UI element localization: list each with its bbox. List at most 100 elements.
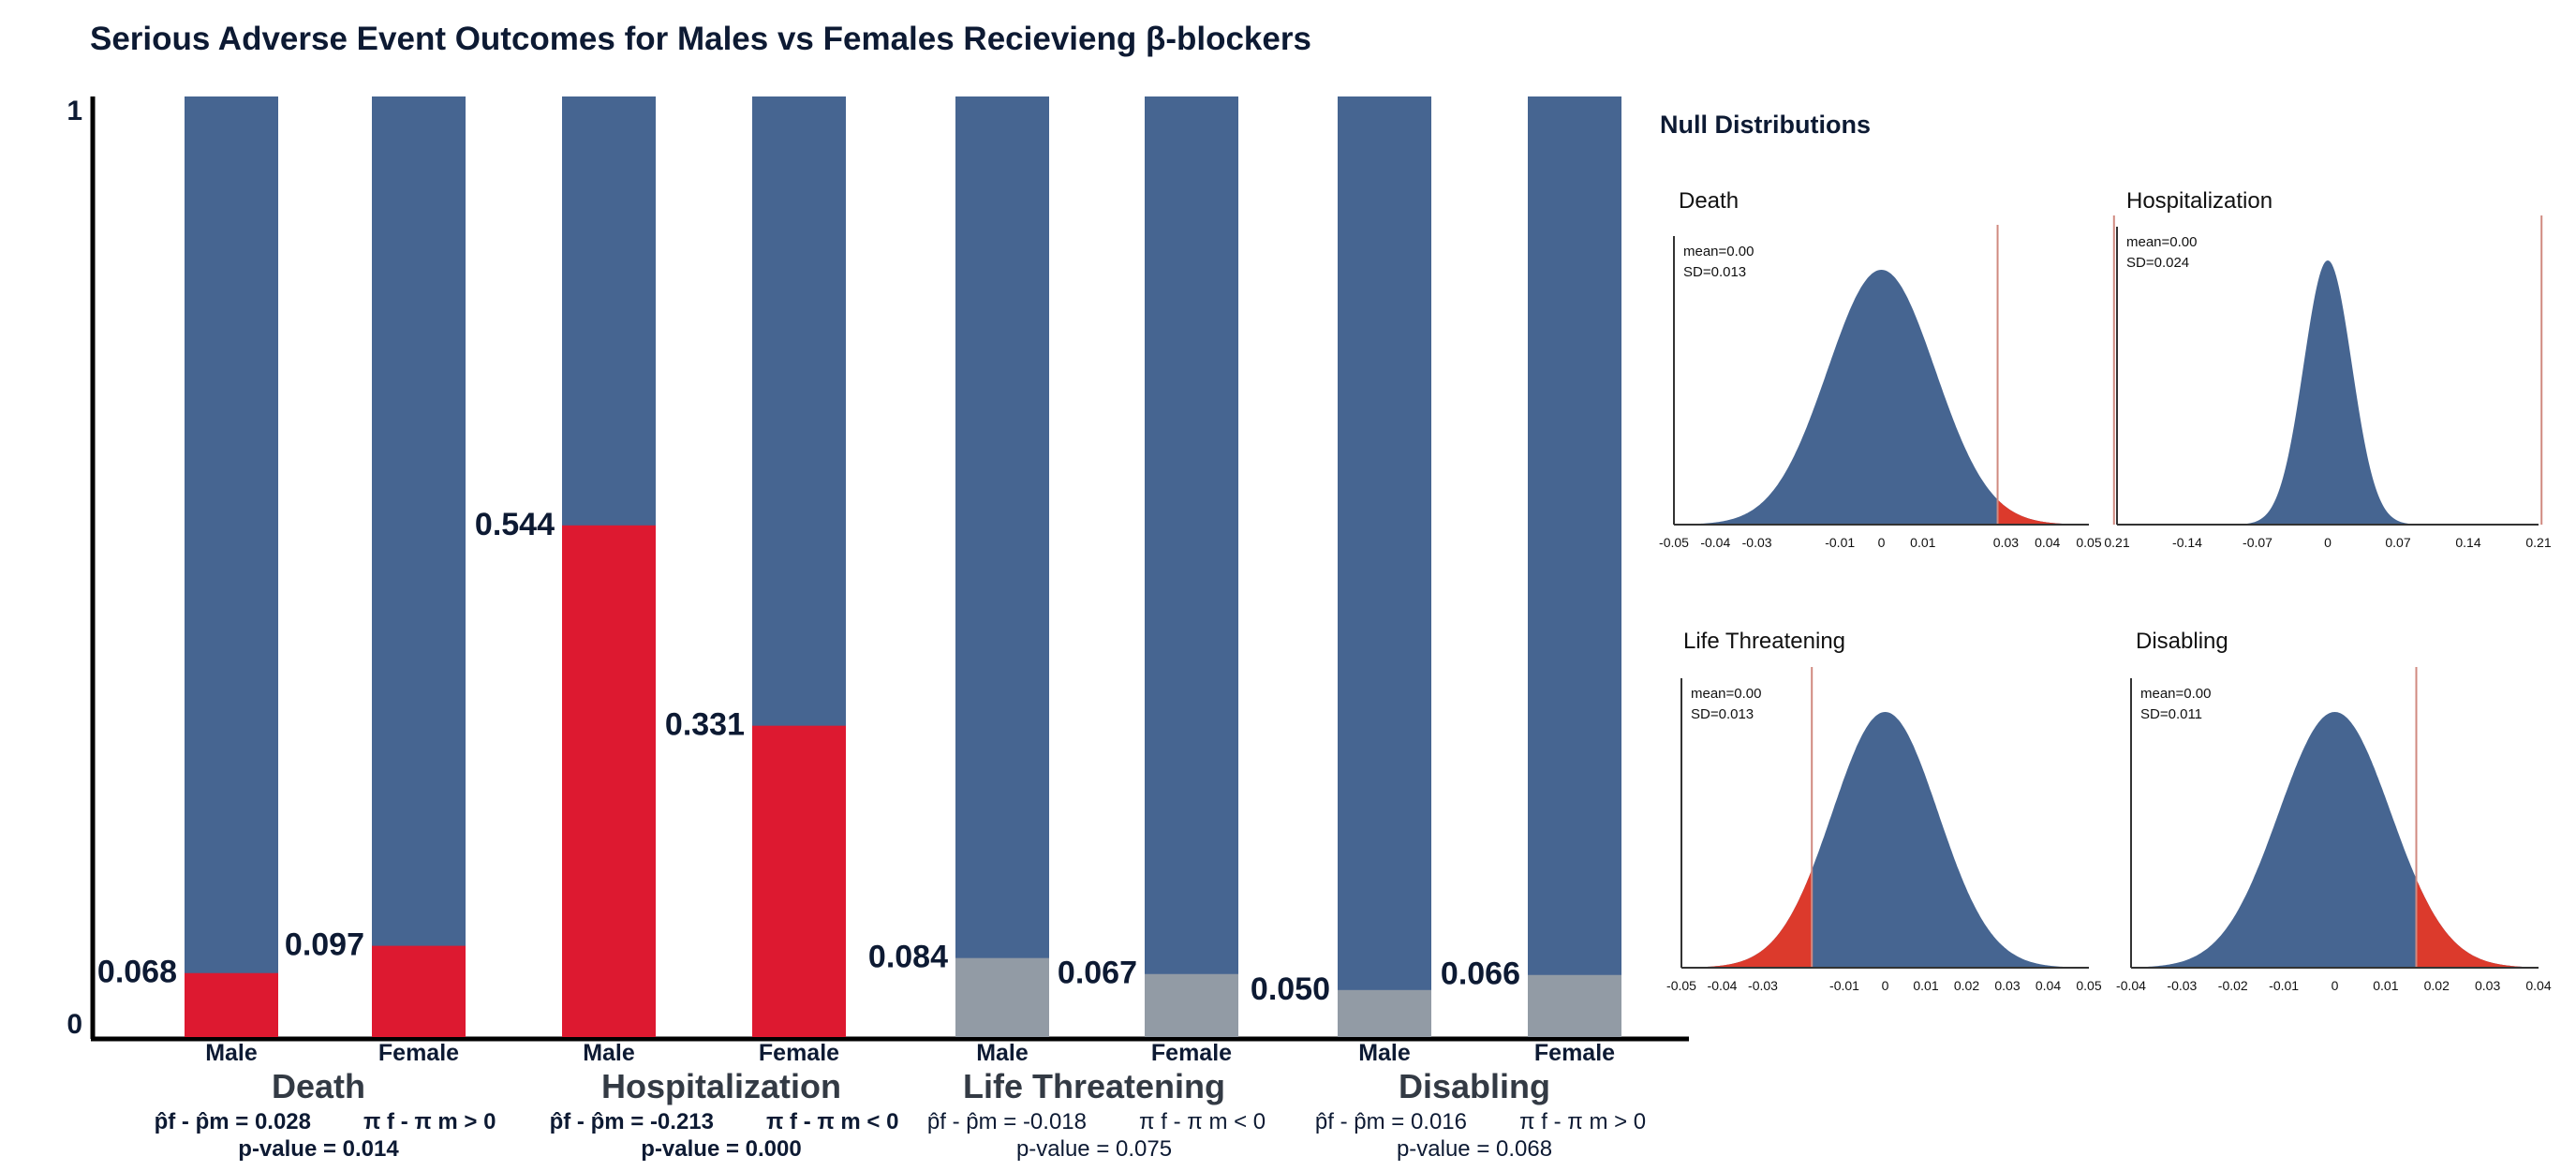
bar-disabling-female <box>1528 974 1621 1037</box>
bar-death-female <box>372 945 466 1037</box>
null-x-tick-label: -0.01 <box>1825 535 1855 550</box>
null-panel-title: Death <box>1679 188 1739 214</box>
bar-hospitalization-female <box>752 725 846 1037</box>
stat-difference: p̂f - p̂m = 0.016 <box>1315 1109 1467 1134</box>
null-x-tick-label: 0.04 <box>2036 978 2061 993</box>
null-sd-label: SD=0.013 <box>1683 264 1746 280</box>
hypothesis-label: π f - π m < 0 <box>1139 1109 1266 1134</box>
null-distribution-curve <box>1674 270 2089 525</box>
bar-background <box>955 96 1049 1037</box>
null-distribution-curve <box>2131 712 2539 968</box>
bar-life-threatening-male <box>955 957 1049 1037</box>
bar-life-threatening-female <box>1145 973 1238 1037</box>
null-x-tick-label: 0.01 <box>1910 535 1935 550</box>
null-panel-title: Life Threatening <box>1683 629 1845 654</box>
null-x-tick-label: 0.21 <box>2104 535 2129 550</box>
null-x-tick-label: -0.03 <box>1748 978 1778 993</box>
bar-value-label: 0.544 <box>475 507 555 542</box>
null-mean-label: mean=0.00 <box>1683 244 1754 259</box>
null-x-tick-label: -0.01 <box>2269 978 2299 993</box>
null-x-tick-label: 0.05 <box>2076 535 2101 550</box>
null-mean-label: mean=0.00 <box>2140 686 2211 702</box>
p-value-label: p-value = 0.000 <box>641 1136 801 1162</box>
null-sd-label: SD=0.024 <box>2126 255 2189 271</box>
null-distributions-title: Null Distributions <box>1660 111 1871 139</box>
bar-death-male <box>185 972 278 1037</box>
hypothesis-label: π f - π m > 0 <box>1519 1109 1646 1134</box>
null-x-tick-label: -0.14 <box>2172 535 2202 550</box>
null-x-tick-label: 0.04 <box>2525 978 2551 993</box>
null-x-tick-label: 0.14 <box>2455 535 2480 550</box>
null-x-tick-label: 0 <box>2332 978 2339 993</box>
null-x-tick-label: 0.01 <box>1913 978 1938 993</box>
bar-value-label: 0.066 <box>1441 956 1520 992</box>
hypothesis-label: π f - π m < 0 <box>766 1109 898 1134</box>
x-category-label: Female <box>1534 1040 1615 1066</box>
null-x-tick-label: -0.04 <box>2116 978 2146 993</box>
x-category-label: Male <box>583 1040 635 1066</box>
bar-value-label: 0.068 <box>97 955 177 990</box>
x-category-label: Female <box>378 1040 459 1066</box>
null-mean-label: mean=0.00 <box>2126 234 2197 250</box>
bar-value-label: 0.331 <box>665 707 745 743</box>
null-x-tick-label: 0.02 <box>1954 978 1979 993</box>
null-tail-region <box>2416 879 2539 968</box>
group-label: Death <box>272 1067 365 1105</box>
y-tick-label: 1 <box>67 96 82 126</box>
bar-background <box>1528 96 1621 1037</box>
null-x-tick-label: 0 <box>1882 978 1889 993</box>
null-distribution-curve <box>1681 712 2089 968</box>
x-category-label: Female <box>759 1040 839 1066</box>
null-x-tick-label: -0.04 <box>1708 978 1738 993</box>
group-label: Hospitalization <box>601 1067 841 1105</box>
null-panel-title: Hospitalization <box>2126 188 2273 214</box>
stat-difference: p̂f - p̂m = -0.018 <box>927 1109 1087 1134</box>
null-x-tick-label: -0.07 <box>2243 535 2273 550</box>
p-value-label: p-value = 0.014 <box>238 1136 399 1162</box>
bar-background <box>372 96 466 1037</box>
bar-background <box>1145 96 1238 1037</box>
null-x-tick-label: 0.01 <box>2373 978 2398 993</box>
null-x-tick-label: 0.21 <box>2525 535 2551 550</box>
x-category-label: Female <box>1151 1040 1232 1066</box>
null-panel-title: Disabling <box>2136 629 2228 654</box>
bar-value-label: 0.097 <box>285 927 364 963</box>
null-x-tick-label: 0.07 <box>2385 535 2410 550</box>
stat-difference: p̂f - p̂m = 0.028 <box>155 1109 311 1134</box>
null-mean-label: mean=0.00 <box>1691 686 1761 702</box>
bar-value-label: 0.084 <box>868 940 948 975</box>
null-x-tick-label: 0.04 <box>2035 535 2060 550</box>
p-value-label: p-value = 0.075 <box>1016 1136 1172 1162</box>
null-sd-label: SD=0.011 <box>2140 706 2202 722</box>
null-x-tick-label: 0 <box>1878 535 1886 550</box>
group-label: Disabling <box>1399 1067 1550 1105</box>
bar-value-label: 0.050 <box>1251 971 1330 1007</box>
p-value-label: p-value = 0.068 <box>1397 1136 1552 1162</box>
null-x-tick-label: 0.02 <box>2424 978 2450 993</box>
bar-disabling-male <box>1338 989 1431 1037</box>
hypothesis-label: π f - π m > 0 <box>363 1109 496 1134</box>
bar-hospitalization-male <box>562 525 656 1037</box>
null-tail-region <box>1681 869 1813 968</box>
null-x-tick-label: -0.03 <box>2167 978 2197 993</box>
x-category-label: Male <box>976 1040 1029 1066</box>
null-sd-label: SD=0.013 <box>1691 706 1754 722</box>
null-x-tick-label: -0.03 <box>1742 535 1772 550</box>
null-x-tick-label: -0.05 <box>1666 978 1696 993</box>
null-x-tick-label: 0.03 <box>1994 978 2020 993</box>
x-category-label: Male <box>205 1040 258 1066</box>
stat-difference: p̂f - p̂m = -0.213 <box>550 1109 714 1134</box>
null-tail-region <box>1997 499 2089 525</box>
null-x-tick-label: 0.03 <box>1993 535 2019 550</box>
null-x-tick-label: -0.01 <box>1829 978 1859 993</box>
chart-title: Serious Adverse Event Outcomes for Males… <box>90 21 1311 57</box>
null-x-tick-label: -0.02 <box>2218 978 2248 993</box>
bar-value-label: 0.067 <box>1058 956 1137 991</box>
null-x-tick-label: -0.05 <box>1659 535 1689 550</box>
null-x-tick-label: 0.03 <box>2475 978 2500 993</box>
bar-background <box>185 96 278 1037</box>
x-category-label: Male <box>1358 1040 1411 1066</box>
bar-background <box>1338 96 1431 1037</box>
y-tick-label: 0 <box>67 1009 82 1040</box>
